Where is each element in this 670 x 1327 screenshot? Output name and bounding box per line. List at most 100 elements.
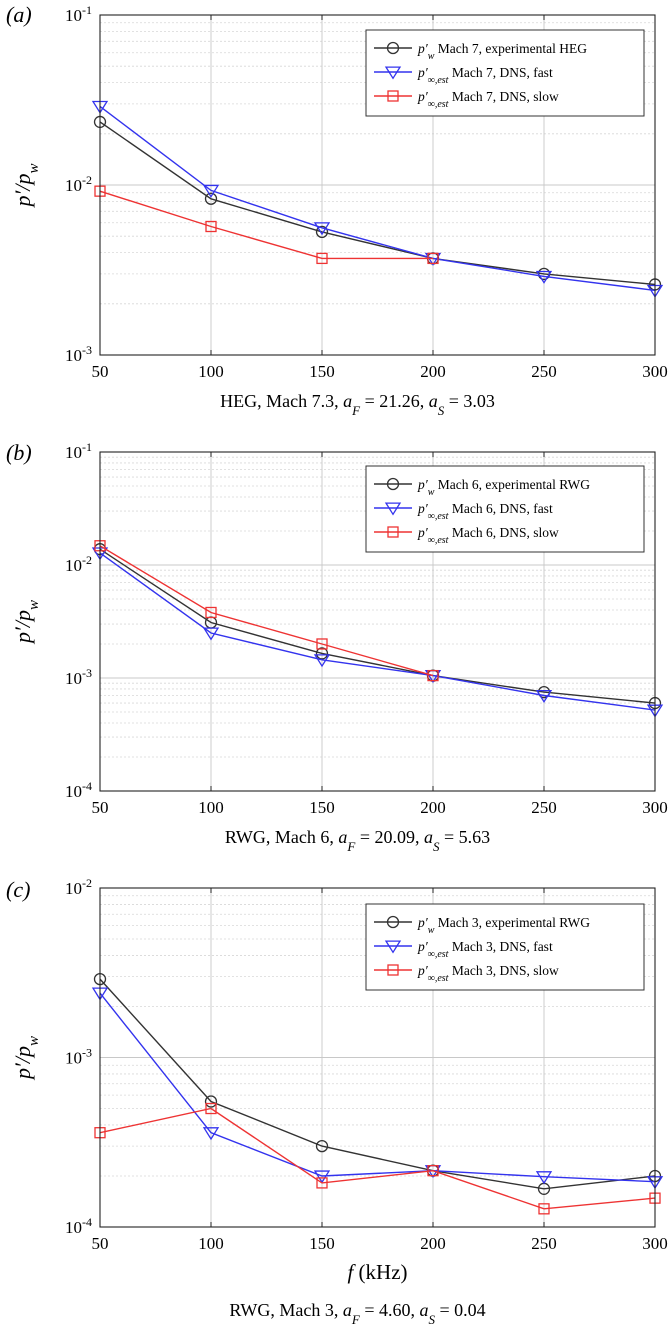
square-marker — [427, 669, 439, 682]
triangle-marker — [313, 1170, 331, 1184]
square-marker — [205, 220, 217, 233]
y-tick-label: 10-2 — [65, 173, 92, 195]
square-marker — [205, 1102, 217, 1115]
x-tick-label: 250 — [531, 1234, 557, 1253]
series-line — [99, 121, 656, 286]
triangle-marker — [384, 66, 402, 80]
panel-label: (b) — [6, 440, 32, 465]
legend-label: p′∞,est Mach 7, DNS, slow — [417, 89, 559, 110]
y-tick-label: 10-3 — [65, 1046, 92, 1068]
panel-caption: RWG, Mach 6, aF = 20.09, aS = 5.63 — [225, 827, 490, 854]
legend-item: p′∞,est Mach 7, DNS, fast — [374, 65, 553, 86]
legend-item: p′∞,est Mach 6, DNS, fast — [374, 501, 553, 522]
legend-label: p′w Mach 3, experimental RWG — [417, 915, 590, 936]
circle-marker — [386, 915, 400, 929]
triangle-marker — [202, 184, 220, 198]
axes-frame — [99, 887, 656, 1228]
square-marker — [316, 252, 328, 265]
legend-item: p′∞,est Mach 3, DNS, fast — [374, 939, 553, 960]
y-axis-label: p′/pw — [10, 600, 42, 645]
x-tick-label: 100 — [198, 362, 224, 381]
panel-3: 50 100 150 200 250 300 10-4 10-3 10-2 p′/pw (c) p′w… — [6, 876, 668, 1327]
legend-label: p′∞,est Mach 3, DNS, slow — [417, 963, 559, 984]
legend-item: p′∞,est Mach 7, DNS, slow — [374, 89, 559, 110]
square-marker — [387, 964, 399, 976]
y-tick-label: 10-4 — [65, 779, 92, 801]
legend-item: p′w Mach 6, experimental RWG — [374, 477, 590, 498]
triangle-marker — [384, 940, 402, 954]
x-tick-label: 100 — [198, 798, 224, 817]
x-tick-label: 150 — [309, 362, 335, 381]
series-line — [99, 992, 656, 1183]
square-marker — [427, 252, 439, 265]
x-tick-label: 200 — [420, 798, 446, 817]
legend-label: p′∞,est Mach 3, DNS, fast — [417, 939, 553, 960]
square-marker — [387, 526, 399, 538]
triangle-marker — [535, 689, 553, 704]
y-tick-label: 10-1 — [65, 3, 92, 25]
series-line — [99, 552, 656, 711]
triangle-marker — [535, 270, 553, 284]
legend: p′w Mach 3, experimental RWG p′∞,est Mach… — [365, 903, 645, 991]
x-tick-label: 300 — [642, 1234, 668, 1253]
x-tick-label: 50 — [92, 362, 109, 381]
series-line — [99, 545, 434, 677]
circle-marker — [315, 225, 329, 239]
square-marker — [538, 1203, 550, 1215]
circle-marker — [386, 477, 400, 491]
x-tick-label: 200 — [420, 362, 446, 381]
series-line — [99, 190, 433, 260]
square-marker — [316, 638, 328, 650]
triangle-marker — [313, 654, 331, 668]
panel-1: 50 100 150 200 250 300 10-3 10-2 10-1 p′/pw (a) p′w… — [6, 2, 668, 418]
x-tick-label: 300 — [642, 798, 668, 817]
triangle-marker — [313, 222, 331, 236]
circle-marker — [204, 192, 218, 205]
square-marker — [387, 90, 399, 102]
panel-2: 50 100 150 200 250 300 10-4 10-3 10-2 10-1 p′/pw (b… — [6, 440, 668, 854]
legend: p′w Mach 6, experimental RWG p′∞,est Mach… — [365, 465, 645, 553]
y-tick-label: 10-2 — [65, 876, 92, 898]
x-tick-label: 50 — [92, 1234, 109, 1253]
y-tick-label: 10-4 — [65, 1215, 92, 1237]
series-line — [99, 1107, 656, 1210]
x-tick-label: 150 — [309, 798, 335, 817]
legend-item: p′∞,est Mach 6, DNS, slow — [374, 525, 559, 546]
circle-marker — [315, 1139, 329, 1153]
circle-marker — [386, 41, 400, 55]
y-axis-label: p′/pw — [10, 164, 42, 209]
legend: p′w Mach 7, experimental HEG p′∞,est Mach… — [365, 29, 645, 117]
legend-label: p′w Mach 6, experimental RWG — [417, 477, 590, 498]
x-tick-label: 250 — [531, 798, 557, 817]
panel-caption: HEG, Mach 7.3, aF = 21.26, aS = 3.03 — [220, 391, 495, 418]
panel-label: (a) — [6, 2, 32, 27]
y-tick-label: 10-1 — [65, 440, 92, 462]
square-marker — [427, 1165, 439, 1177]
square-marker — [316, 1177, 328, 1189]
triangle-marker — [384, 502, 402, 516]
legend-item: p′w Mach 7, experimental HEG — [374, 41, 587, 62]
x-tick-label: 200 — [420, 1234, 446, 1253]
triangle-marker — [202, 627, 220, 641]
legend-item: p′w Mach 3, experimental RWG — [374, 915, 590, 936]
series-line — [99, 548, 656, 704]
axes-frame — [99, 14, 656, 356]
circle-marker — [204, 1095, 218, 1108]
legend-item: p′∞,est Mach 3, DNS, slow — [374, 963, 559, 984]
square-marker — [205, 606, 217, 619]
y-tick-label: 10-2 — [65, 553, 92, 575]
panel-caption: RWG, Mach 3, aF = 4.60, aS = 0.04 — [229, 1300, 485, 1327]
x-axis-label: f (kHz) — [347, 1260, 407, 1284]
legend-label: p′∞,est Mach 7, DNS, fast — [417, 65, 553, 86]
legend-label: p′w Mach 7, experimental HEG — [417, 41, 587, 62]
series-line — [99, 105, 656, 292]
axes-frame — [99, 451, 656, 792]
x-tick-label: 100 — [198, 1234, 224, 1253]
x-tick-label: 250 — [531, 362, 557, 381]
y-tick-label: 10-3 — [65, 343, 92, 365]
circle-marker — [315, 647, 329, 660]
y-axis-label: p′/pw — [10, 1036, 42, 1081]
legend-label: p′∞,est Mach 6, DNS, fast — [417, 501, 553, 522]
y-tick-label: 10-3 — [65, 666, 92, 688]
